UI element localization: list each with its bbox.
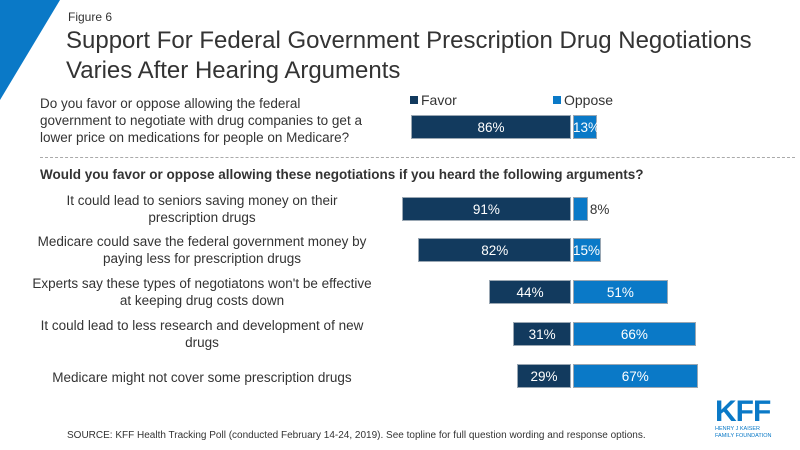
row-3-oppose-bar: 51% bbox=[573, 280, 668, 304]
corner-decoration bbox=[0, 0, 60, 100]
category-label: Medicare might not cover some prescripti… bbox=[52, 370, 352, 385]
row-2-oppose-value: 15% bbox=[573, 242, 601, 258]
category-label: It could lead to seniors saving money on… bbox=[66, 193, 338, 225]
row-1-oppose-bar bbox=[573, 197, 588, 221]
figure-label: Figure 6 bbox=[68, 10, 113, 24]
row-3-oppose-value: 51% bbox=[606, 284, 634, 300]
row-4-favor-value: 31% bbox=[528, 326, 556, 342]
logo-line2: FAMILY FOUNDATION bbox=[715, 433, 772, 439]
main-question-favor-value: 86% bbox=[477, 119, 505, 135]
row-1-oppose-value: 8% bbox=[589, 201, 610, 217]
row-5-favor-value: 29% bbox=[530, 368, 558, 384]
logo-mark: KFF bbox=[715, 395, 771, 428]
row-3-favor-bar: 44% bbox=[489, 280, 571, 304]
legend-label-oppose: Oppose bbox=[564, 92, 614, 108]
arguments-subheading: Would you favor or oppose allowing these… bbox=[40, 167, 644, 182]
row-4-oppose-value: 66% bbox=[620, 326, 648, 342]
row-3-favor-value: 44% bbox=[516, 284, 544, 300]
row-4-oppose-bar: 66% bbox=[573, 322, 696, 346]
source-note: SOURCE: KFF Health Tracking Poll (conduc… bbox=[67, 430, 646, 441]
row-2-oppose-bar bbox=[573, 238, 601, 262]
kff-logo: KFF HENRY J KAISER FAMILY FOUNDATION bbox=[715, 395, 772, 440]
row-1-favor-value: 91% bbox=[472, 201, 500, 217]
logo-line1: HENRY J KAISER bbox=[715, 426, 761, 432]
row-5-oppose-bar: 67% bbox=[573, 364, 698, 388]
category-label: Experts say these types of negotiatons w… bbox=[32, 276, 372, 308]
category-label: It could lead to less research and devel… bbox=[40, 318, 364, 350]
category-label: Medicare could save the federal governme… bbox=[37, 234, 367, 266]
legend-swatch-favor bbox=[410, 96, 418, 104]
row-2-favor-value: 82% bbox=[481, 242, 509, 258]
legend-label-favor: Favor bbox=[421, 92, 457, 108]
row-4-favor-bar: 31% bbox=[513, 322, 571, 346]
legend-item-oppose: Oppose bbox=[553, 92, 613, 108]
legend-item-favor: Favor bbox=[410, 92, 457, 108]
legend-swatch-oppose bbox=[553, 96, 561, 104]
main-question-oppose-bar bbox=[573, 115, 598, 139]
row-1-favor-bar: 91% bbox=[401, 197, 571, 221]
main-question-label: Do you favor or oppose allowing the fede… bbox=[40, 96, 362, 145]
chart-title: Support For Federal Government Prescript… bbox=[66, 27, 752, 84]
main-question-favor-bar: 86% bbox=[411, 115, 571, 139]
row-5-oppose-value: 67% bbox=[621, 368, 649, 384]
divider bbox=[40, 157, 795, 158]
row-5-favor-bar: 29% bbox=[517, 364, 571, 388]
main-question-oppose-value: 13% bbox=[573, 119, 601, 135]
row-2-favor-bar: 82% bbox=[418, 238, 571, 262]
